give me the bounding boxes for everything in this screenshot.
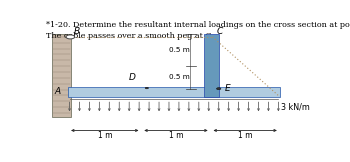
Circle shape	[145, 87, 148, 89]
Text: 0.5 m: 0.5 m	[169, 75, 190, 81]
Circle shape	[217, 88, 221, 90]
Text: D: D	[129, 73, 136, 82]
Text: 0.5 m: 0.5 m	[169, 47, 190, 53]
Circle shape	[66, 35, 75, 39]
Text: *1-20. Determine the resultant internal loadings on the cross section at point D: *1-20. Determine the resultant internal …	[47, 21, 350, 29]
Text: 3 kN/m: 3 kN/m	[281, 102, 310, 111]
Text: A: A	[54, 87, 60, 96]
Bar	[52, 34, 71, 117]
Text: The cable passes over a smooth peg at C.: The cable passes over a smooth peg at C.	[47, 32, 214, 40]
Text: 1 m: 1 m	[98, 131, 112, 140]
Text: E: E	[225, 84, 230, 93]
Text: 1 m: 1 m	[169, 131, 183, 140]
Text: B: B	[74, 27, 80, 36]
Text: 1 m: 1 m	[238, 131, 252, 140]
Bar	[204, 34, 219, 97]
Text: C: C	[217, 27, 223, 36]
Bar	[68, 87, 280, 97]
